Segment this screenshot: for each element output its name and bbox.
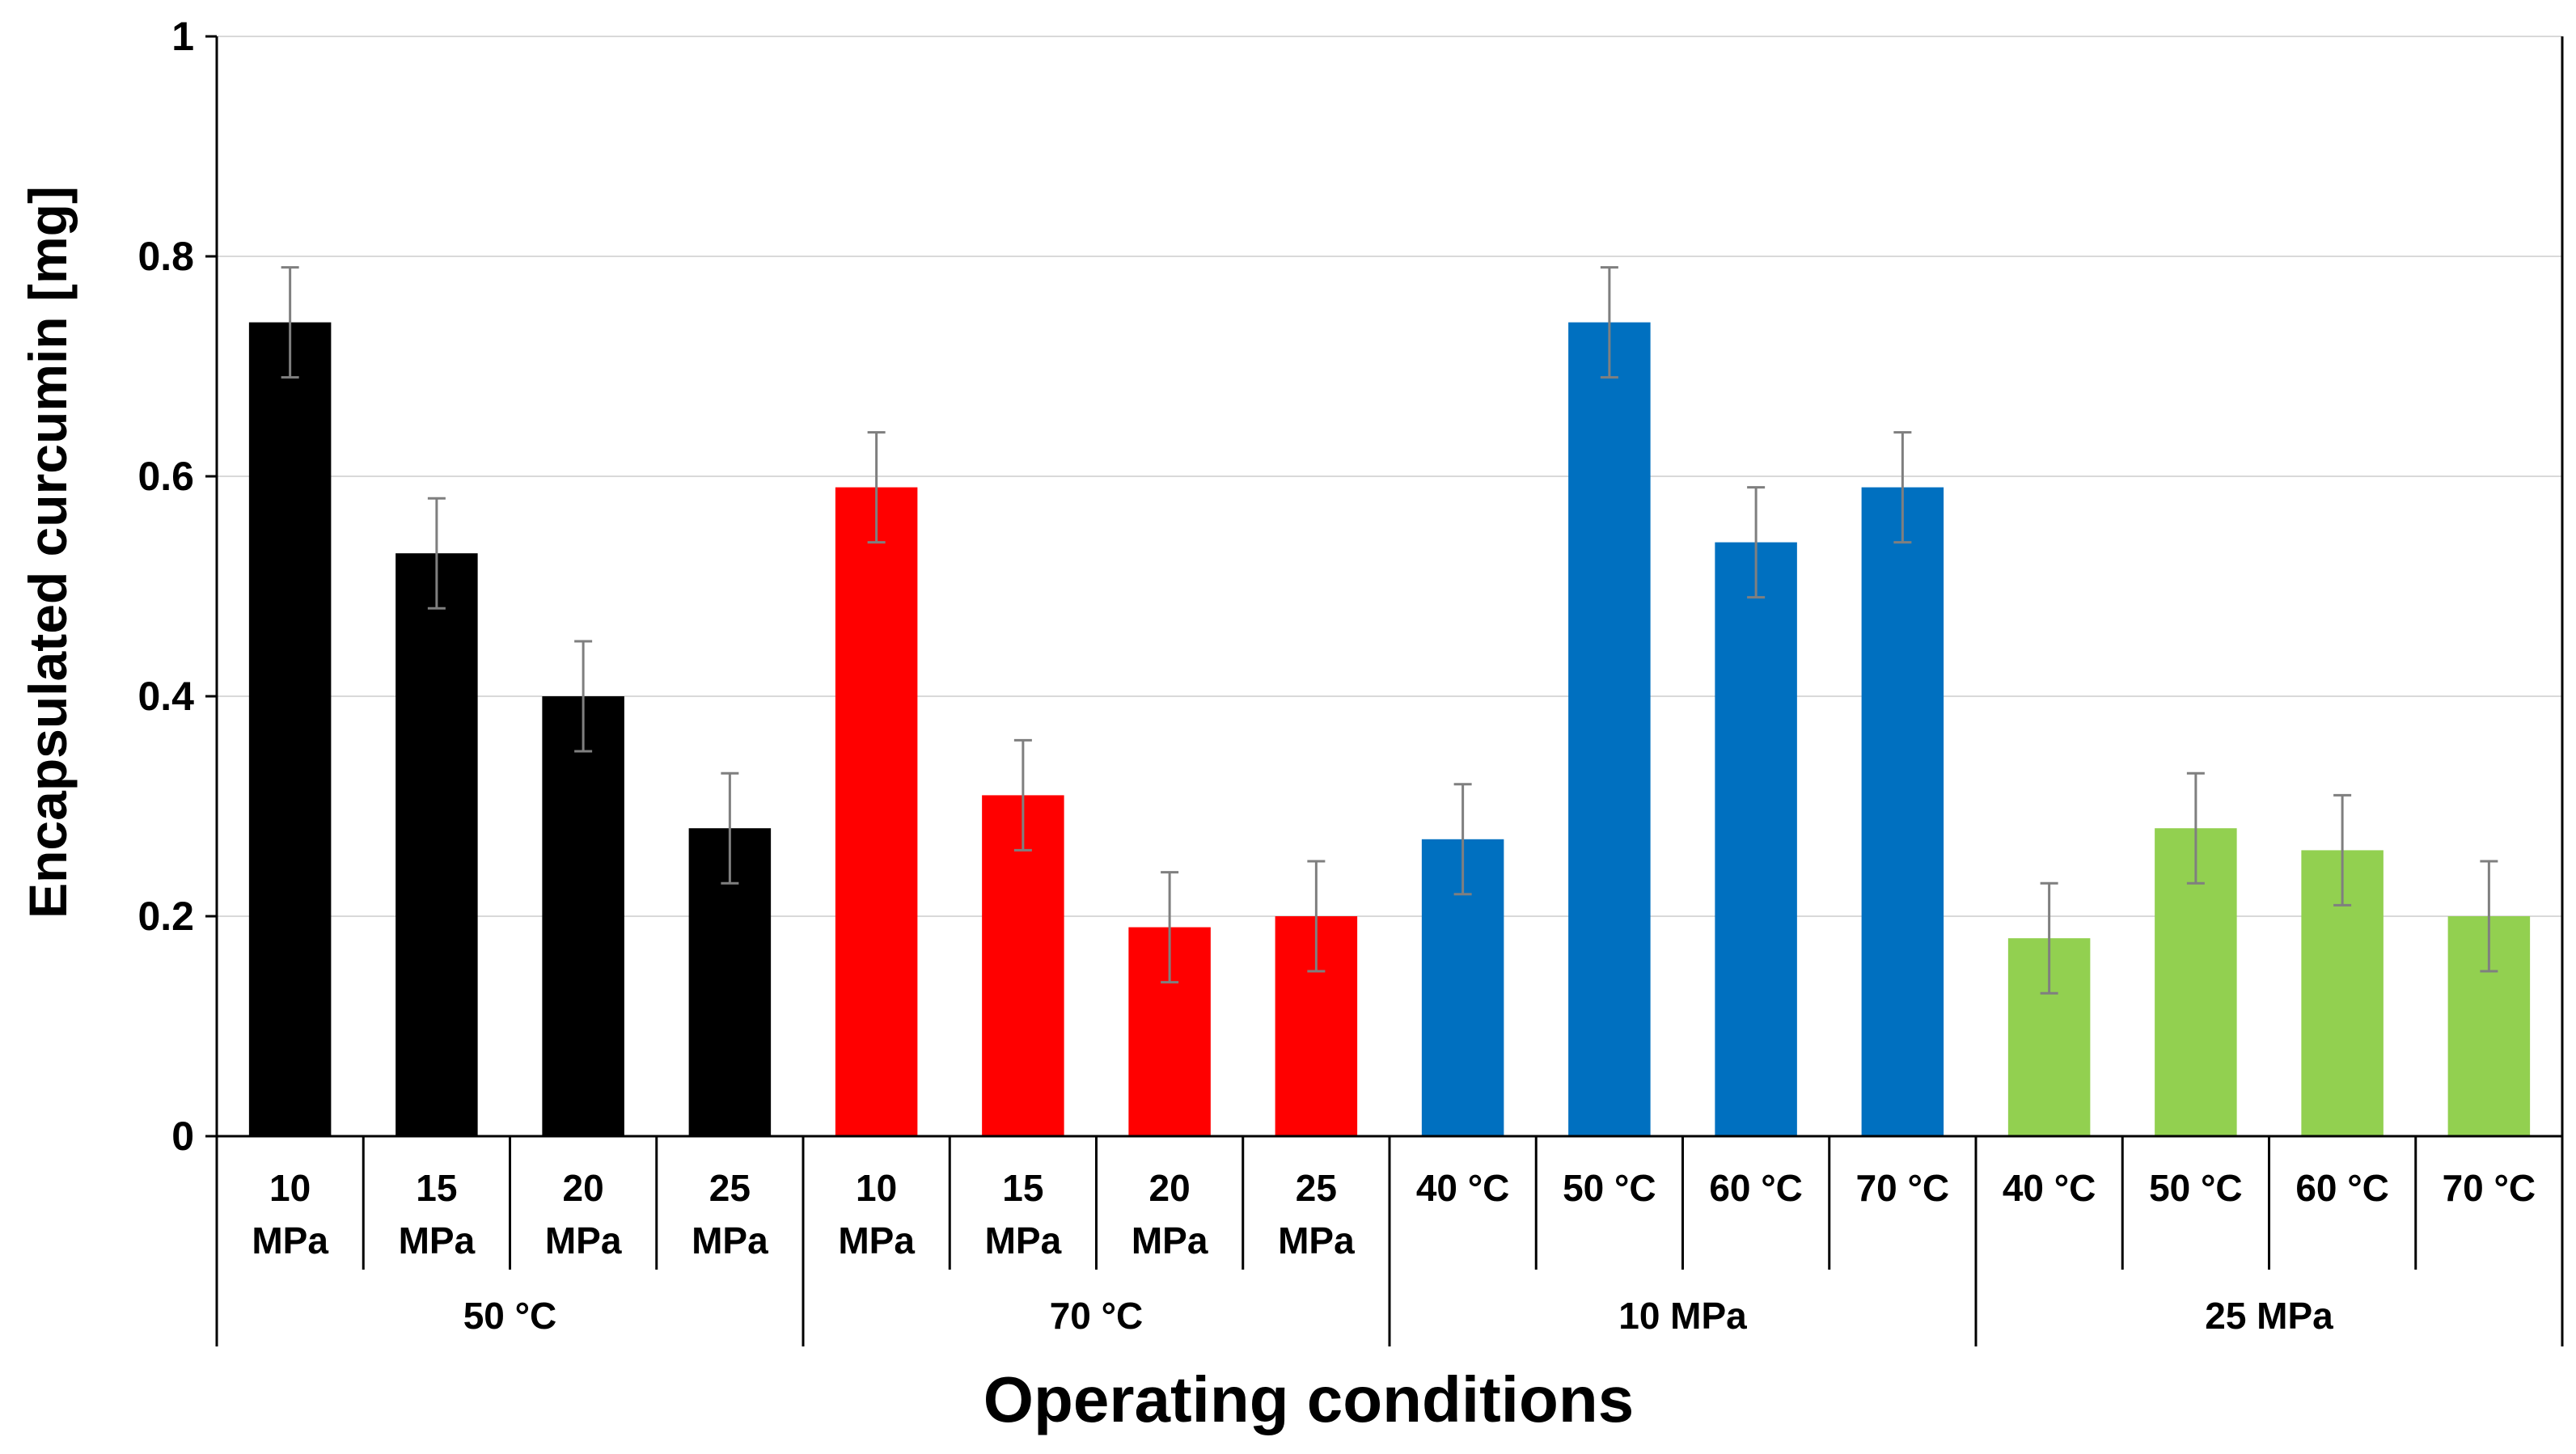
labels: 0 0.2 0.4 0.6 0.8 1 10 MPa 15 MPa 20 MPa 25 MPa 50 °C 1… bbox=[137, 14, 2536, 1337]
group-label: 50 °C bbox=[463, 1295, 557, 1337]
x-axis-title: Operating conditions bbox=[983, 1363, 1634, 1435]
category-label-unit: MPa bbox=[838, 1219, 915, 1262]
bar bbox=[982, 795, 1064, 1136]
category-label: 25 bbox=[709, 1167, 751, 1209]
category-label: 40 °C bbox=[2003, 1167, 2096, 1209]
error-bars bbox=[281, 266, 2498, 995]
bar bbox=[835, 487, 918, 1136]
category-label: 20 bbox=[1149, 1167, 1191, 1209]
y-tick-label: 0.2 bbox=[137, 894, 194, 939]
y-tick-label: 0.4 bbox=[137, 674, 194, 719]
bars bbox=[248, 322, 2531, 1137]
group-label: 25 MPa bbox=[2205, 1295, 2333, 1337]
category-label: 40 °C bbox=[1416, 1167, 1510, 1209]
category-label: 60 °C bbox=[1709, 1167, 1803, 1209]
y-tick-label: 0.8 bbox=[137, 234, 194, 279]
category-label-unit: MPa bbox=[399, 1219, 476, 1262]
y-axis-title: Encapsulated curcumin [mg] bbox=[18, 186, 78, 919]
category-label: 10 bbox=[856, 1167, 897, 1209]
category-label: 50 °C bbox=[2149, 1167, 2243, 1209]
category-label: 25 bbox=[1296, 1167, 1337, 1209]
category-label: 20 bbox=[563, 1167, 604, 1209]
bar bbox=[1861, 487, 1944, 1136]
category-label: 60 °C bbox=[2295, 1167, 2389, 1209]
y-tick-label: 0.6 bbox=[137, 454, 194, 499]
axes bbox=[205, 35, 2564, 1346]
category-label-unit: MPa bbox=[545, 1219, 622, 1262]
bar bbox=[248, 322, 332, 1137]
bar bbox=[1715, 542, 1797, 1136]
bar bbox=[1568, 322, 1651, 1137]
category-label: 70 °C bbox=[2443, 1167, 2536, 1209]
category-label: 15 bbox=[416, 1167, 457, 1209]
category-label-unit: MPa bbox=[1278, 1219, 1355, 1262]
category-label: 50 °C bbox=[1563, 1167, 1656, 1209]
category-label: 70 °C bbox=[1856, 1167, 1950, 1209]
category-label-unit: MPa bbox=[252, 1219, 328, 1262]
bar bbox=[395, 553, 478, 1136]
group-label: 10 MPa bbox=[1618, 1295, 1747, 1337]
y-tick-label: 1 bbox=[171, 14, 194, 59]
category-label-unit: MPa bbox=[985, 1219, 1062, 1262]
group-label: 70 °C bbox=[1050, 1295, 1144, 1337]
bar bbox=[542, 696, 624, 1136]
category-label: 10 bbox=[269, 1167, 311, 1209]
y-tick-label: 0 bbox=[171, 1114, 194, 1159]
category-label: 15 bbox=[1002, 1167, 1043, 1209]
category-label-unit: MPa bbox=[1131, 1219, 1208, 1262]
category-label-unit: MPa bbox=[692, 1219, 768, 1262]
